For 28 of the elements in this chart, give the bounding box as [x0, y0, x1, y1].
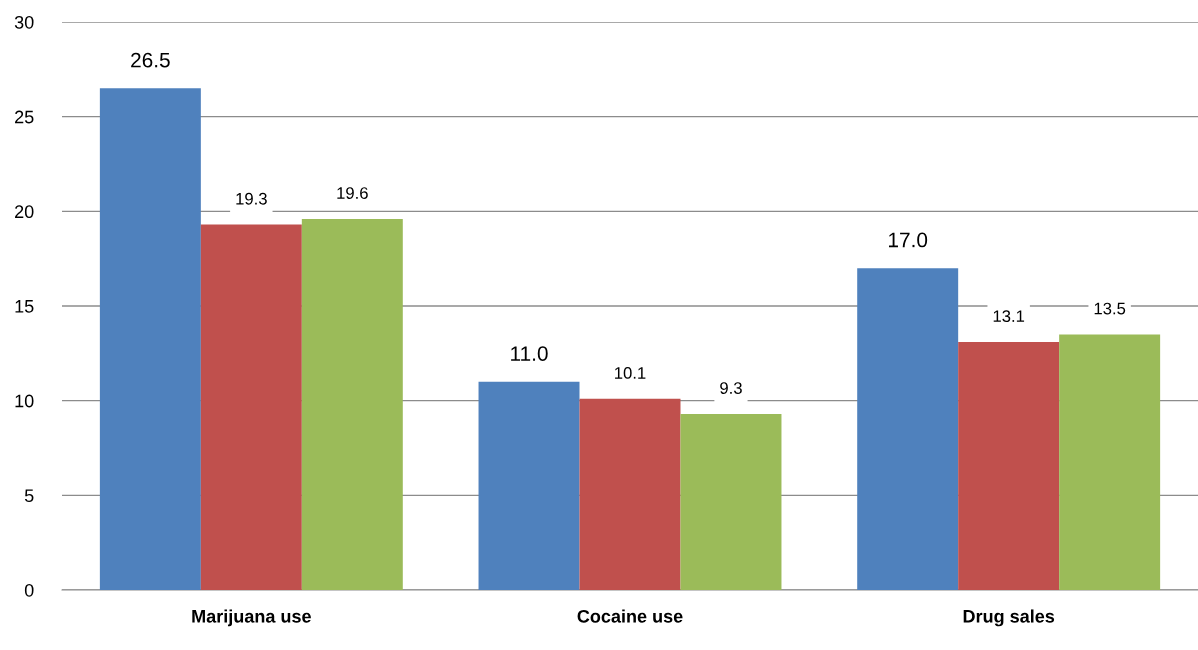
bar	[857, 268, 959, 590]
y-tick-label: 5	[24, 489, 34, 503]
data-label: 13.5	[1094, 302, 1126, 315]
data-label: 26.5	[131, 52, 170, 68]
bar	[579, 398, 681, 590]
y-tick-label: 15	[15, 300, 34, 313]
data-label: 10.1	[615, 367, 646, 379]
bar	[301, 218, 403, 590]
data-label: 17.0	[889, 232, 928, 248]
x-tick-label: Marijuana use	[192, 609, 311, 627]
y-tick-label: 25	[15, 110, 34, 124]
x-tick-label: Drug sales	[963, 609, 1055, 627]
y-tick-label: 20	[15, 205, 34, 219]
y-tick-label: 10	[15, 394, 34, 408]
data-label: 19.3	[236, 192, 267, 205]
bar	[958, 341, 1060, 590]
data-label: 19.6	[337, 187, 368, 199]
bar	[680, 413, 782, 590]
bar	[1059, 334, 1161, 590]
bar	[200, 224, 302, 590]
y-tick-label: 0	[24, 583, 34, 597]
bar	[99, 88, 201, 590]
y-tick-label: 30	[14, 15, 34, 29]
data-label: 11.0	[511, 346, 548, 361]
x-tick-label: Cocaine use	[577, 609, 683, 623]
bar	[478, 381, 580, 590]
data-label: 9.3	[720, 382, 742, 394]
data-label: 13.1	[993, 310, 1025, 323]
